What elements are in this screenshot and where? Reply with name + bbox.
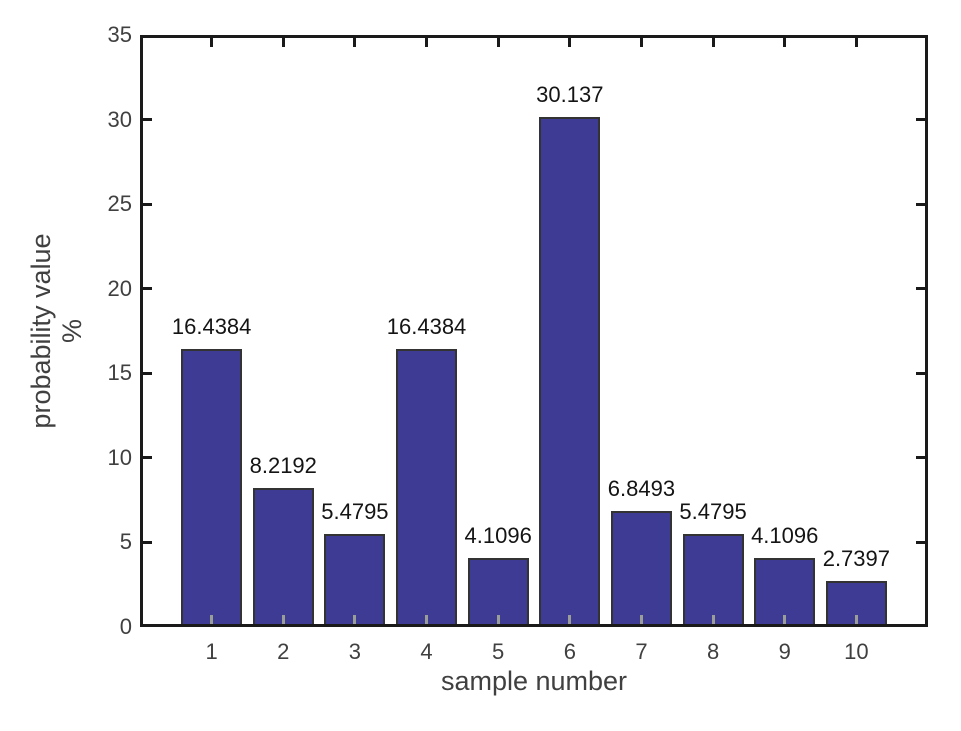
bar-value-label: 16.4384 [171,314,252,339]
y-tick-left [143,118,152,122]
x-tick-bottom [711,615,715,624]
x-tick-label: 4 [420,639,433,664]
y-tick-left [143,540,152,544]
y-tick-right [916,456,925,460]
bar-value-label: 5.4795 [679,499,747,525]
x-tick-top [210,38,214,47]
bar-value-label: 30.137 [536,82,604,108]
x-tick-label: 5 [492,639,505,664]
y-tick-left [143,456,152,460]
x-tick-bottom [639,615,643,624]
x-tick-bottom [353,615,357,624]
x-tick-top [281,38,285,47]
x-tick-label: 8 [706,639,720,664]
x-tick-label: 6 [563,639,576,664]
y-tick-label: 10 [107,444,132,470]
bar [252,488,314,627]
x-tick-bottom [783,615,787,624]
y-tick-right [916,371,925,375]
bar [396,349,458,627]
x-tick-top [496,38,500,47]
bar [754,557,816,627]
x-tick-label: 9 [778,639,791,664]
x-tick-top [854,38,858,47]
x-tick-bottom [210,615,214,624]
x-tick-top [568,38,572,47]
bar [181,349,243,627]
bar-value-label: 6.8493 [607,476,676,502]
x-tick-top [783,38,787,47]
y-tick-label: 15 [107,360,132,386]
y-tick-label: 5 [119,529,132,555]
x-tick-label: 7 [635,639,648,664]
bar [324,534,386,627]
y-axis-label-line-1: probability value [26,233,56,429]
bar-value-label: 4.1096 [464,522,532,548]
x-tick-bottom [568,615,572,624]
x-tick-top [639,38,643,47]
x-tick-label: 1 [205,639,218,664]
bar [682,534,744,627]
bar-value-label: 5.4795 [321,499,389,525]
y-tick-label: 35 [107,22,132,47]
bar-value-label: 4.1096 [751,522,819,548]
y-tick-label: 0 [119,614,132,639]
x-tick-bottom [281,615,285,624]
y-tick-right [916,540,925,544]
y-tick-right [916,202,925,206]
bar-value-label: 2.7397 [822,545,890,571]
x-tick-bottom [425,615,429,624]
x-tick-bottom [496,615,500,624]
y-tick-label: 20 [107,275,132,301]
x-tick-top [425,38,429,47]
x-tick-top [353,38,357,47]
bar-value-label: 16.4384 [386,314,467,339]
bar [539,117,601,627]
y-tick-left [143,287,152,291]
x-axis-label: sample number [440,666,628,696]
y-tick-right [916,287,925,291]
x-tick-top [711,38,715,47]
y-axis-label-line-2: % [57,319,87,344]
plot-area: 16.4384 8.2192 5.4795 16.4384 4.1096 30.137 6.… [140,35,928,627]
bar [610,511,672,627]
y-tick-label: 30 [107,106,132,132]
y-tick-label: 25 [107,191,132,217]
y-tick-left [143,202,152,206]
x-tick-label: 3 [348,639,362,664]
x-tick-label: 2 [277,639,290,664]
y-tick-left [143,371,152,375]
y-axis-label: probability value % [26,233,88,428]
x-tick-label: 10 [844,639,869,664]
y-tick-right [916,118,925,122]
x-tick-bottom [854,615,858,624]
bar-value-label: 8.2192 [249,453,317,478]
